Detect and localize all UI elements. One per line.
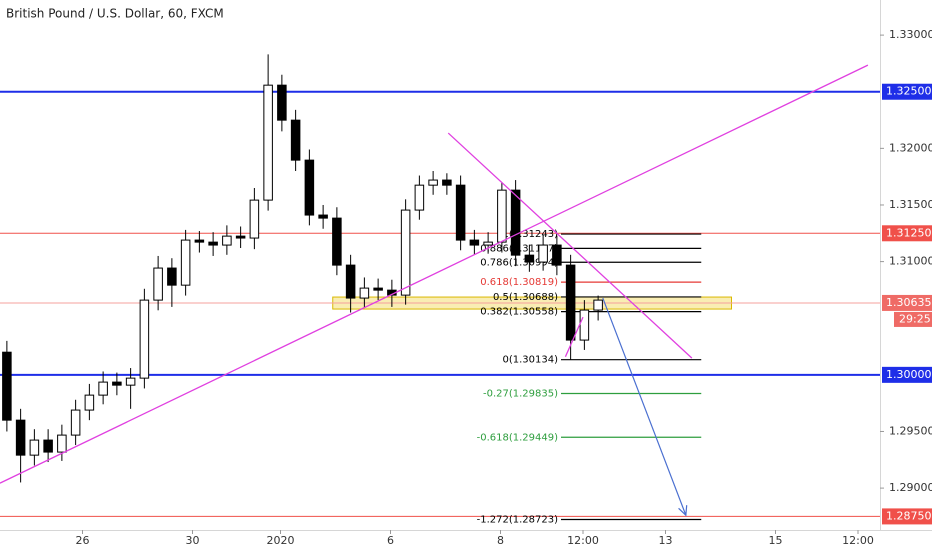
candle-body [249, 199, 260, 239]
candle-body [442, 179, 452, 186]
y-tick-label: 1.32000 [889, 141, 932, 154]
candle-body [552, 244, 562, 266]
candle-body [510, 189, 521, 256]
y-tick-label: 1.31000 [889, 255, 932, 268]
candle-body [167, 267, 177, 286]
candle-body [524, 254, 535, 263]
trendline [564, 316, 584, 357]
candle-body [318, 214, 328, 219]
fib-label: 0.382(1.30558) [480, 307, 558, 318]
candle-body [43, 439, 53, 453]
price-label-box [882, 508, 932, 525]
x-tick-label: 8 [497, 534, 504, 547]
countdown: 29:25 [899, 312, 931, 325]
y-tick-label: 1.29500 [889, 424, 932, 437]
candle-body [263, 84, 273, 201]
candle-body [428, 179, 438, 186]
countdown-box [894, 311, 932, 327]
candle-body [84, 394, 95, 411]
arrow [602, 297, 687, 516]
y-tick-label: 1.31500 [889, 198, 932, 211]
y-tick-label: 1.29000 [889, 481, 932, 494]
candle-body [194, 239, 205, 243]
candle-body [208, 241, 218, 246]
price-label-box [882, 225, 932, 242]
candle-body [112, 381, 122, 386]
candle-body [538, 244, 548, 263]
fib-label: 0.786(1.30994) [480, 257, 558, 268]
candle-body [497, 189, 507, 243]
candle-body [304, 159, 315, 216]
fib-label: -0.618(1.29449) [477, 432, 558, 443]
price-label: 1.30000 [886, 368, 932, 381]
candle-body [235, 235, 246, 239]
candle-body [579, 309, 590, 341]
trendline [447, 132, 693, 359]
price-label: 1.28750 [886, 509, 932, 522]
x-tick-label: 12:00 [567, 534, 599, 547]
candle-body [373, 287, 383, 291]
fib-label: 1(1.31243) [502, 229, 558, 240]
arrow-head [678, 505, 688, 517]
candle-body [139, 299, 150, 379]
candle-body [125, 377, 136, 386]
candle-body [455, 184, 466, 241]
candle-body [483, 241, 493, 246]
x-tick-label: 6 [387, 534, 394, 547]
x-tick-label: 26 [76, 534, 90, 547]
candle-body [222, 235, 232, 246]
candle-body [57, 434, 67, 453]
price-label-box [882, 366, 932, 383]
fib-label: -0.27(1.29835) [483, 389, 558, 400]
fib-label: 0(1.30134) [502, 355, 558, 366]
candle-body [332, 217, 342, 266]
fib-label: 0.5(1.30688) [493, 292, 558, 303]
candle-body [153, 267, 163, 301]
candle-body [469, 239, 480, 246]
price-label-box [882, 83, 932, 100]
price-label: 1.32500 [886, 85, 932, 98]
x-tick-label: 13 [659, 534, 673, 547]
candle-body [29, 439, 40, 456]
candle-body [70, 409, 81, 436]
candle-body [359, 287, 370, 299]
y-tick-label: 1.33000 [889, 28, 932, 41]
candle-body [277, 84, 287, 121]
price-label: 1.31250 [886, 226, 932, 239]
x-tick-label: 12:00 [842, 534, 874, 547]
candle-body [345, 264, 356, 299]
candle-body [2, 351, 12, 421]
x-tick-label: 15 [769, 534, 783, 547]
fib-label: 0.618(1.30819) [480, 277, 558, 288]
candle-body [290, 119, 301, 161]
candle-body [565, 264, 576, 341]
trendline [0, 64, 869, 484]
x-tick-label: 30 [186, 534, 200, 547]
price-label: 1.30635 [886, 296, 932, 309]
price-label-box [882, 294, 932, 311]
candle-body [180, 239, 191, 286]
candle-body [400, 209, 411, 296]
chart-title: British Pound / U.S. Dollar, 60, FXCM [6, 7, 224, 21]
x-tick-label: 2020 [267, 534, 295, 547]
candle-body [15, 419, 26, 456]
candle-body [98, 381, 108, 396]
fib-label: -1.272(1.28723) [477, 514, 558, 525]
candle-body [593, 299, 603, 311]
candle-body [414, 184, 425, 211]
